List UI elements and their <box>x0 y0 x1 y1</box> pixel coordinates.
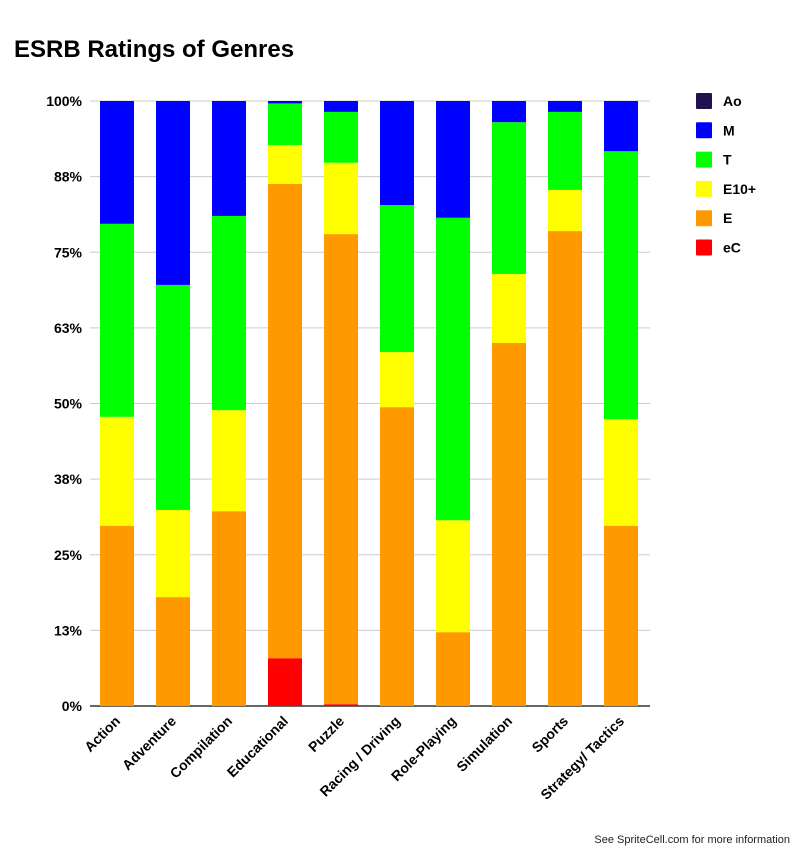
bar-segment-e10 <box>156 509 190 598</box>
bar-segment-e10 <box>436 520 470 633</box>
bar-segment-t <box>324 111 358 163</box>
bar-segment-ec <box>324 704 358 706</box>
bar-segment-m <box>324 101 358 112</box>
bar-segment-e <box>380 407 414 706</box>
bar-segment-m <box>436 101 470 218</box>
legend-label: E <box>723 210 732 226</box>
bar-segment-e <box>604 525 638 706</box>
bar-segment-m <box>268 101 302 104</box>
bar-segment-e <box>324 234 358 705</box>
bar-segment-m <box>212 101 246 216</box>
bar-segment-m <box>492 101 526 123</box>
bar-segment-m <box>100 101 134 224</box>
legend-swatch <box>696 239 712 256</box>
chart-title: ESRB Ratings of Genres <box>14 36 295 63</box>
legend-label: Ao <box>723 93 742 109</box>
legend-label: M <box>723 122 735 138</box>
y-tick-label: 38% <box>54 471 83 487</box>
bar-segment-ec <box>268 658 302 706</box>
bar-segment-t <box>604 151 638 420</box>
y-tick-label: 88% <box>54 169 83 185</box>
bar-segment-t <box>100 223 134 417</box>
bar-segment-t <box>212 215 246 411</box>
bar-segment-t <box>268 103 302 146</box>
y-tick-label: 13% <box>54 622 83 638</box>
legend-swatch <box>696 151 712 168</box>
bar-segment-t <box>380 205 414 353</box>
x-tick-label: Adventure <box>119 713 179 773</box>
y-tick-label: 100% <box>46 93 82 109</box>
bar-segment-e10 <box>268 145 302 184</box>
legend-swatch <box>696 210 712 227</box>
bar-segment-e <box>548 231 582 706</box>
y-tick-label: 50% <box>54 396 83 412</box>
bar-segment-m <box>380 101 414 206</box>
x-tick-label: Simulation <box>453 713 515 775</box>
bar-segment-m <box>156 101 190 285</box>
y-tick-label: 25% <box>54 547 83 563</box>
bar-segment-e10 <box>212 410 246 512</box>
bar-segment-e <box>100 525 134 706</box>
y-tick-label: 0% <box>62 698 83 714</box>
bar-segment-e <box>212 511 246 706</box>
bar-segment-e <box>492 343 526 706</box>
bar-segment-e10 <box>324 162 358 235</box>
bar-segment-e <box>156 597 190 706</box>
legend-swatch <box>696 93 712 109</box>
y-tick-label: 75% <box>54 244 83 260</box>
legend-swatch <box>696 180 712 197</box>
bar-segment-m <box>548 101 582 112</box>
bar-segment-e <box>268 183 302 659</box>
bar-segment-e10 <box>604 419 638 526</box>
x-tick-label: Puzzle <box>305 713 347 755</box>
bar-segment-e10 <box>548 189 582 232</box>
legend-swatch <box>696 122 712 139</box>
bar-segment-e10 <box>492 274 526 343</box>
bar-segment-e10 <box>380 352 414 408</box>
legend-label: T <box>723 152 732 168</box>
bar-segment-t <box>436 217 470 521</box>
bar-segment-m <box>604 101 638 152</box>
x-tick-label: Action <box>81 713 123 755</box>
legend-label: E10+ <box>723 181 756 197</box>
footer-note: See SpriteCell.com for more information <box>594 834 790 846</box>
x-tick-label: Sports <box>528 713 571 756</box>
bar-segment-e <box>436 632 470 706</box>
y-tick-label: 63% <box>54 320 83 336</box>
bar-segment-e10 <box>100 416 134 526</box>
bar-segment-t <box>548 111 582 190</box>
bar-segment-t <box>156 284 190 510</box>
legend-label: eC <box>723 240 741 256</box>
bar-segment-t <box>492 122 526 275</box>
